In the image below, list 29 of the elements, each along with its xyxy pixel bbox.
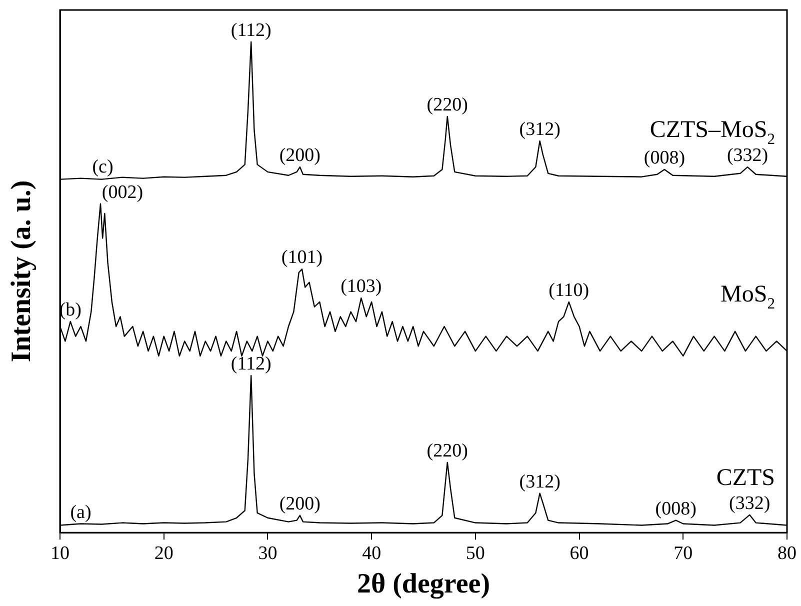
x-tick-label: 10 [50,542,70,564]
annotation: (312) [519,119,560,140]
annotation: (220) [426,94,468,116]
annotation: (220) [426,440,468,462]
x-axis-title: 2θ (degree) [356,568,490,600]
annotation: (002) [102,182,144,203]
x-tick-label: 20 [154,542,174,564]
annotation: (110) [548,280,590,301]
annotation: (200) [279,493,320,514]
annotation: (112) [230,354,272,375]
annotation: (103) [340,276,382,298]
annotation: (c) [92,156,114,178]
annotation: (008) [644,147,686,168]
annotation: (101) [281,247,323,268]
series-label: CZTS [716,464,776,491]
x-tick-label: 40 [362,542,382,564]
annotation: (112) [230,20,272,41]
annotation: (a) [70,502,92,523]
x-tick-label: 80 [778,542,796,564]
annotation: (200) [279,145,320,166]
x-tick-label: 70 [674,542,693,564]
annotation: (008) [655,498,696,520]
annotation: (312) [519,471,560,492]
x-tick-label: 50 [466,542,485,564]
x-tick-label: 60 [570,542,589,564]
annotation: (332) [729,492,770,514]
y-axis-title: Intensity (a. u.) [6,180,37,362]
x-tick-label: 30 [258,542,278,564]
annotation: (332) [726,145,768,166]
